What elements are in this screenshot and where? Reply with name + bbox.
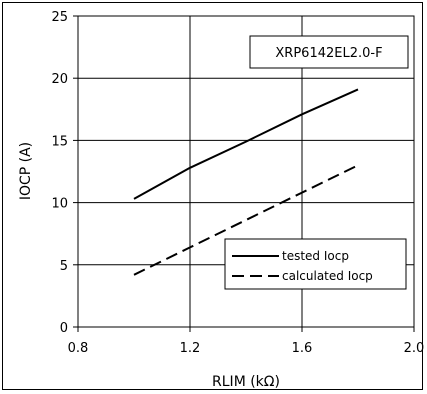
y-tick-label: 25 (51, 10, 68, 25)
x-tick-label: 2.0 (404, 341, 425, 356)
series-line-tested (133, 88, 359, 200)
legend-label-calculated: calculated Iocp (282, 269, 373, 283)
series-group (133, 88, 359, 276)
title-box: XRP6142EL2.0-F (249, 35, 409, 69)
x-tick-label: 1.2 (180, 341, 201, 356)
legend: tested Iocp calculated Iocp (224, 238, 407, 290)
y-axis-label: IOCP (A) (18, 142, 34, 200)
y-tick-label: 0 (60, 321, 68, 336)
legend-label-tested: tested Iocp (282, 249, 349, 263)
axis-ticks: 0.8 1.2 1.6 2.0 0 5 10 15 20 25 (51, 10, 424, 356)
x-axis-label: RLIM (kΩ) (212, 374, 280, 390)
y-tick-label: 20 (51, 72, 68, 87)
x-tick-label: 1.6 (292, 341, 313, 356)
x-tick-label: 0.8 (68, 341, 89, 356)
chart-title: XRP6142EL2.0-F (275, 46, 382, 61)
series-line-calculated (133, 164, 359, 276)
plot-area (77, 15, 415, 328)
legend-frame (224, 238, 407, 290)
y-tick-label: 10 (51, 197, 68, 212)
y-tick-label: 15 (51, 134, 68, 149)
title-box-frame (249, 35, 409, 69)
y-tick-label: 5 (60, 259, 68, 274)
